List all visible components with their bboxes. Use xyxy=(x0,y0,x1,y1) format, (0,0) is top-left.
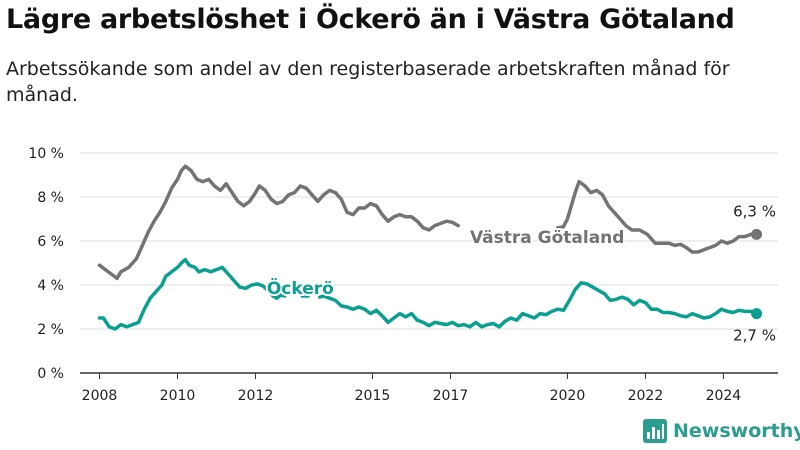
x-tick-label: 2012 xyxy=(238,388,274,404)
end-value-label-vg: 6,3 % xyxy=(733,202,776,220)
brand-logo: Newsworthy xyxy=(643,419,800,443)
x-tick-label: 2017 xyxy=(433,388,469,404)
end-point-vg xyxy=(751,228,763,240)
series-line-ockero xyxy=(318,281,759,329)
x-tick-label: 2010 xyxy=(160,388,196,404)
series-line-vg xyxy=(97,164,460,281)
y-tick-label: 2 % xyxy=(37,322,64,338)
y-tick-label: 8 % xyxy=(37,190,64,206)
y-tick-label: 0 % xyxy=(37,366,64,382)
series-line-ockero xyxy=(97,257,287,331)
page-subtitle: Arbetssökande som andel av den registerb… xyxy=(6,58,730,106)
bar-chart-logo-icon xyxy=(643,419,667,443)
x-tick-label: 2020 xyxy=(550,388,586,404)
end-point-ockero xyxy=(751,308,763,320)
x-tick-label: 2024 xyxy=(706,388,742,404)
brand-name: Newsworthy xyxy=(673,420,800,442)
x-tick-label: 2015 xyxy=(355,388,391,404)
y-tick-label: 4 % xyxy=(37,278,64,294)
x-tick-label: 2008 xyxy=(82,388,118,404)
y-tick-label: 6 % xyxy=(37,234,64,250)
series-label-vg: Västra Götaland xyxy=(470,228,625,248)
end-value-label-ockero: 2,7 % xyxy=(733,327,776,345)
series-label-ockero: Öckerö xyxy=(267,277,334,299)
page-title: Lägre arbetslöshet i Öckerö än i Västra … xyxy=(6,4,735,35)
x-tick-label: 2022 xyxy=(628,388,664,404)
y-tick-label: 10 % xyxy=(28,146,64,162)
series-line-vg xyxy=(555,179,759,254)
